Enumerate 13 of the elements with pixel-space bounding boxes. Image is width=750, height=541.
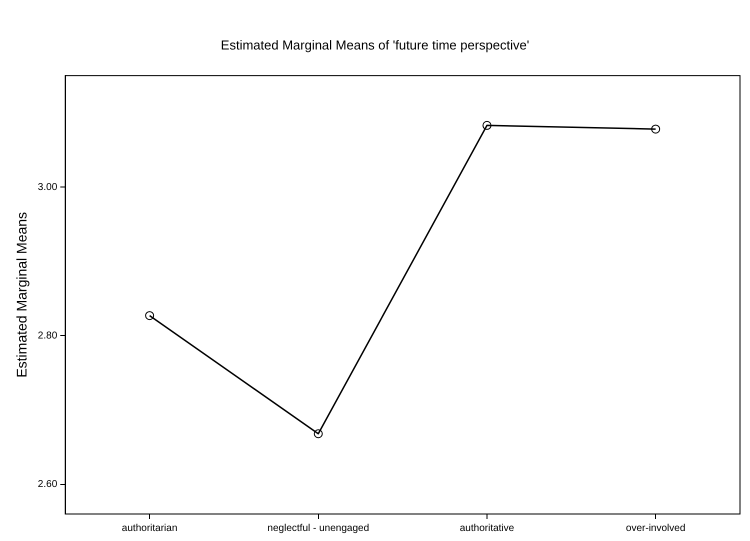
point [145, 311, 154, 320]
x-tick-label: authoritative [460, 522, 515, 534]
y-tick-label: 2.60 [38, 479, 58, 490]
y-tick-label: 2.80 [38, 330, 58, 342]
x-tick-label: over-involved [626, 522, 686, 534]
x-tick-label: authoritarian [122, 522, 178, 534]
point [314, 429, 323, 438]
chart-title: Estimated Marginal Means of 'future time perspective' [220, 37, 530, 52]
point [482, 120, 492, 130]
y-axis-title: Estimated Marginal Means [13, 212, 30, 378]
x-tick-label: neglectful - unengaged [267, 522, 370, 534]
point [651, 124, 660, 134]
y-tick-label: 3.00 [38, 182, 58, 193]
